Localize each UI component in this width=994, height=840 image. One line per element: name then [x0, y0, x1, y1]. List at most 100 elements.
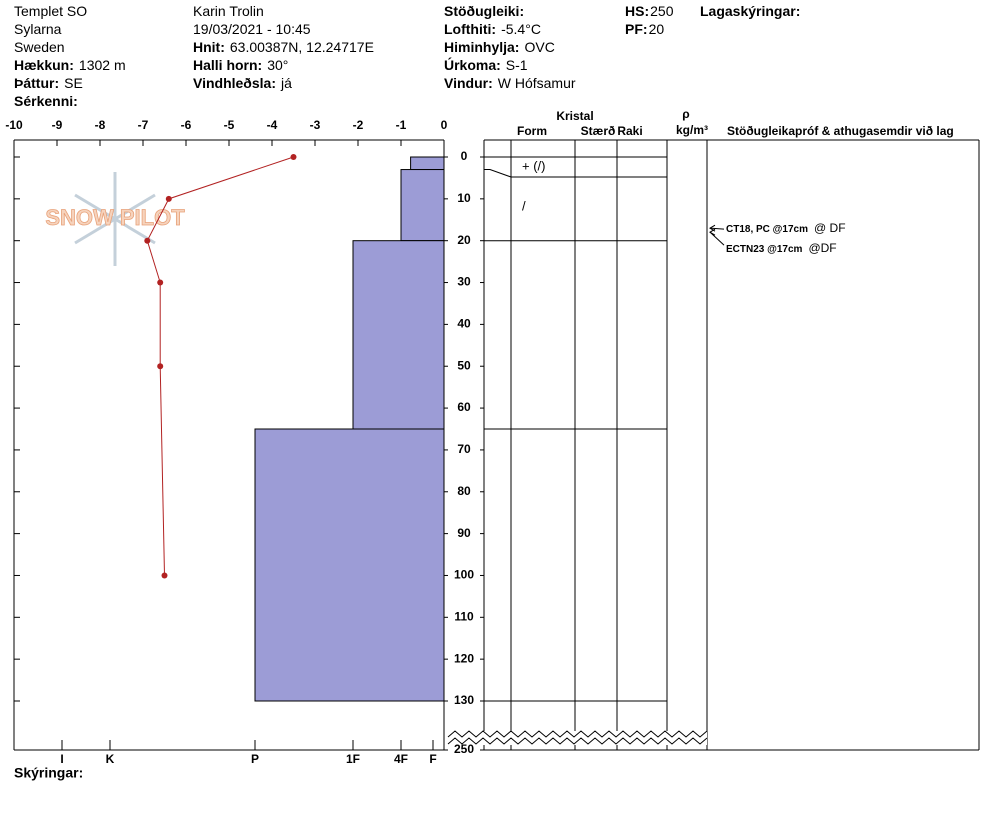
test-arrow: [709, 227, 725, 230]
test-text: CT18, PC @17cm: [726, 224, 808, 235]
hardness-layer: [352, 240, 445, 430]
hardness-layer: [254, 428, 445, 702]
logo: SNOW PILOT: [45, 205, 185, 230]
temperature-line: [146, 156, 294, 576]
column-header: kg/m³: [676, 123, 708, 137]
header-field: Sylarna: [14, 21, 62, 37]
header-field: Lofthiti: -5.4°C: [444, 21, 541, 37]
field-label: Vindur:: [444, 75, 493, 91]
hardness-tick-label: 4F: [394, 752, 408, 766]
field-value: 1302 m: [79, 57, 126, 73]
field-label: HS:: [625, 3, 649, 19]
header-field: Hækkun: 1302 m: [14, 57, 126, 73]
y-tick-label: 30: [457, 275, 471, 289]
test-arrowhead: [709, 228, 716, 236]
field-value: Karin Trolin: [193, 3, 264, 19]
header-field: Sérkenni:: [14, 93, 78, 109]
hardness-layer: [410, 156, 445, 171]
header-field: Halli horn: 30°: [193, 57, 288, 73]
field-label: Lofthiti:: [444, 21, 496, 37]
temperature-point: [157, 279, 164, 286]
grain-form: /: [522, 198, 526, 213]
column-group: Kristal: [556, 109, 593, 123]
x-tick-label: -10: [5, 118, 23, 132]
x-tick-label: -9: [52, 118, 63, 132]
y-tick-label: 50: [457, 358, 471, 372]
y-tick-label: 0: [461, 149, 468, 163]
header-field: Þáttur: SE: [14, 75, 83, 91]
hardness-tick-label: I: [60, 752, 63, 766]
test-result: ECTN23 @17cm @DF: [726, 241, 837, 255]
x-tick-label: -7: [138, 118, 149, 132]
y-tick-label: 120: [454, 651, 474, 665]
field-label: Stöðugleiki:: [444, 3, 524, 19]
field-value: 63.00387N, 12.24717E: [230, 39, 374, 55]
field-label: Halli horn:: [193, 57, 262, 73]
grain-form: + (/): [522, 158, 545, 173]
field-label: Hækkun:: [14, 57, 74, 73]
x-tick-label: 0: [441, 118, 448, 132]
field-value: Sylarna: [14, 21, 62, 37]
y-tick-label: 80: [457, 484, 471, 498]
field-label: Sérkenni:: [14, 93, 78, 109]
header-field: 19/03/2021 - 10:45: [193, 21, 311, 37]
snowflake: [74, 172, 156, 266]
field-value: OVC: [524, 39, 554, 55]
y-tick-label: 70: [457, 442, 471, 456]
test-arrow: [709, 231, 725, 246]
field-label: Lagaskýringar:: [700, 3, 800, 19]
test-text: ECTN23 @17cm: [726, 244, 803, 255]
axis-break: [447, 730, 708, 738]
hardness-layer: [400, 169, 445, 242]
notes-label: Skýringar:: [14, 765, 83, 781]
field-value: 20: [649, 21, 665, 37]
layer-connector: [484, 169, 512, 178]
temperature-point: [144, 237, 151, 244]
y-tick-label: 20: [457, 233, 471, 247]
field-value: já: [280, 75, 292, 91]
temperature-point: [157, 363, 164, 370]
temperature-point: [165, 195, 172, 202]
y-tick-label: 130: [454, 693, 474, 707]
test-result: CT18, PC @17cm @ DF: [726, 221, 846, 235]
column-header: Stöðugleikapróf & athugasemdir við lag: [727, 124, 954, 138]
field-value: S-1: [506, 57, 528, 73]
test-layer: @ DF: [814, 221, 846, 235]
header-field: Lagaskýringar:: [700, 3, 800, 19]
hardness-tick-label: F: [429, 752, 436, 766]
field-label: Himinhylja:: [444, 39, 519, 55]
header-field: Himinhylja: OVC: [444, 39, 555, 55]
y-tick-label: 110: [454, 609, 474, 623]
field-value: W Hófsamur: [498, 75, 576, 91]
temperature-point: [290, 154, 297, 160]
header-field: Vindur: W Hófsamur: [444, 75, 576, 91]
field-value: 19/03/2021 - 10:45: [193, 21, 311, 37]
field-value: Templet SO: [14, 3, 87, 19]
x-tick-label: -6: [181, 118, 192, 132]
field-value: -5.4°C: [501, 21, 541, 37]
x-tick-label: -3: [310, 118, 321, 132]
x-tick-label: -5: [224, 118, 235, 132]
table-frame: [483, 139, 980, 751]
field-label: Úrkoma:: [444, 56, 501, 73]
header-field: PF:20: [625, 21, 664, 37]
hardness-tick-label: P: [251, 752, 259, 766]
y-tick-label: 40: [457, 317, 471, 331]
field-value: 30°: [267, 57, 288, 73]
field-value: SE: [64, 75, 83, 91]
header-field: HS:250: [625, 3, 674, 19]
temperature-point: [161, 572, 168, 579]
column-header: ρ: [682, 107, 689, 121]
test-layer: @DF: [808, 241, 836, 255]
field-label: Vindhleðsla:: [193, 75, 276, 91]
header-field: Sweden: [14, 39, 65, 55]
column-header: Raki: [617, 124, 642, 138]
y-tick-label: 60: [457, 400, 471, 414]
hardness-tick-label: K: [106, 752, 115, 766]
column-header: Stærð: [581, 124, 616, 138]
y-tick-label: 90: [457, 526, 471, 540]
field-label: PF:: [625, 21, 648, 37]
hardness-tick-label: 1F: [346, 752, 360, 766]
field-value: 250: [650, 3, 674, 19]
x-tick-label: -1: [396, 118, 407, 132]
